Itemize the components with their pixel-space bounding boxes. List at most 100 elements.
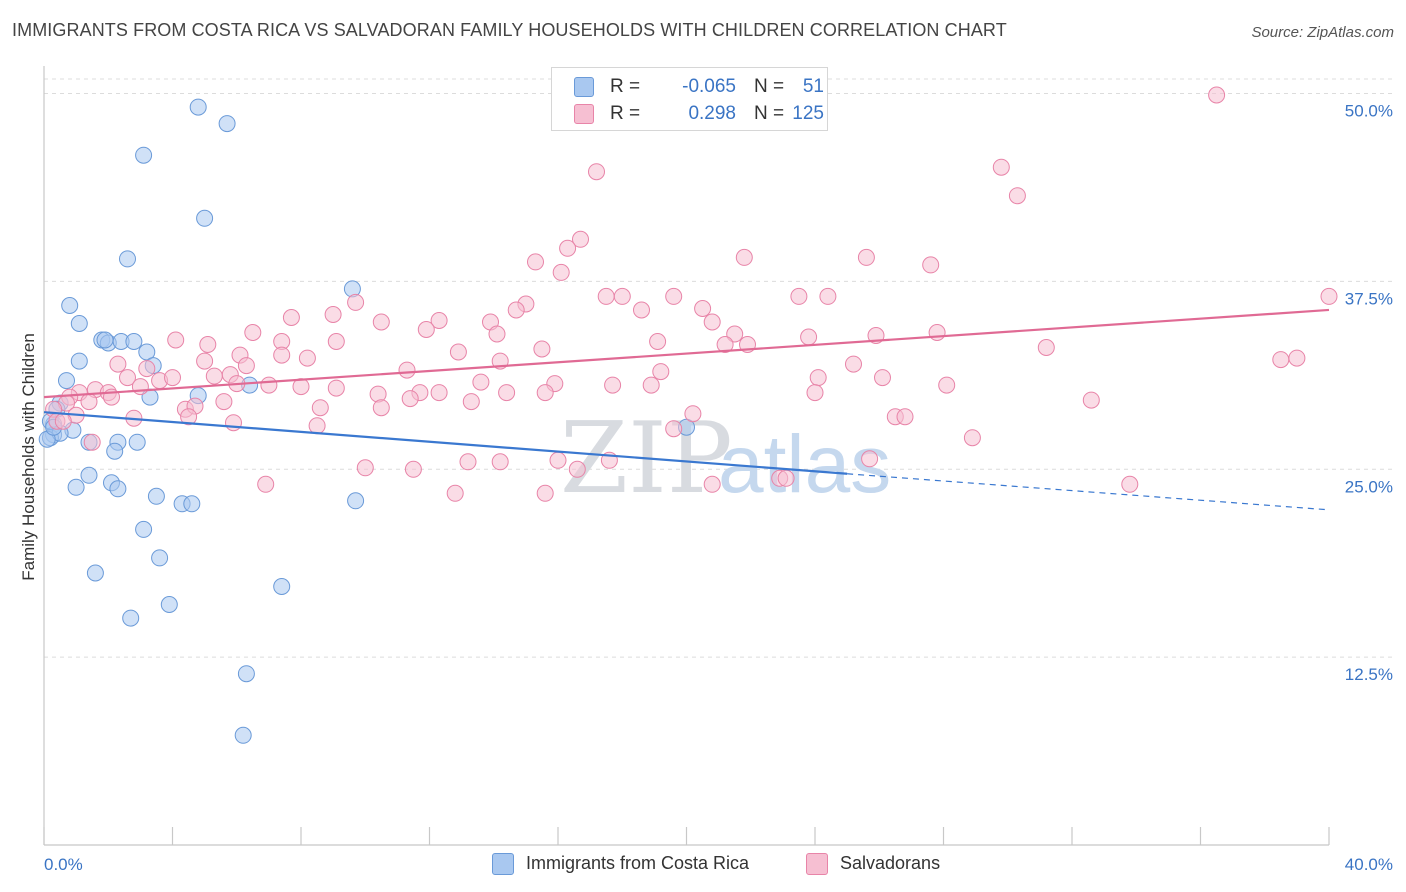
salvadoran-point xyxy=(777,469,795,487)
salvadoran-point xyxy=(716,336,734,353)
salvadoran-point xyxy=(597,287,615,305)
salvadoran-point xyxy=(54,412,72,430)
salvadoran-point xyxy=(459,453,477,471)
legend-n-value: 51 xyxy=(802,76,824,97)
costa-rica-point xyxy=(96,331,114,349)
salvadoran-point xyxy=(861,450,879,468)
legend-r-label: R = xyxy=(610,76,641,97)
legend-swatch-pink xyxy=(806,853,828,875)
y-axis-title: Family Households with Children xyxy=(19,333,38,581)
salvadoran-point xyxy=(417,321,435,338)
salvadoran-point xyxy=(694,300,712,317)
costa-rica-point xyxy=(138,343,156,361)
salvadoran-point xyxy=(215,393,233,411)
salvadoran-point xyxy=(308,417,326,435)
y-tick-label: 37.5% xyxy=(1345,289,1393,308)
costa-rica-point xyxy=(80,466,98,484)
watermark: ZIP atlas xyxy=(560,402,891,516)
salvadoran-point xyxy=(527,253,544,271)
salvadoran-point xyxy=(992,158,1010,176)
legend-n-value: 125 xyxy=(792,103,824,124)
costa-rica-point xyxy=(160,596,178,613)
salvadoran-point xyxy=(449,343,467,361)
legend-label-salvadorans: Salvadorans xyxy=(840,853,941,873)
salvadoran-point xyxy=(237,357,255,375)
salvadoran-point xyxy=(488,325,506,343)
costa-rica-point xyxy=(234,726,252,744)
costa-rica-point xyxy=(109,480,127,498)
salvadoran-point xyxy=(1037,339,1055,356)
salvadoran-point xyxy=(613,287,631,305)
salvadoran-point xyxy=(372,399,390,417)
costa-rica-point xyxy=(70,352,88,370)
costa-rica-point xyxy=(70,315,88,332)
salvadoran-point xyxy=(559,239,577,257)
salvadoran-point xyxy=(138,360,156,378)
salvadoran-point xyxy=(819,287,837,305)
legend-swatch-pink xyxy=(574,104,594,124)
costa-rica-trend-line xyxy=(43,411,848,475)
salvadoran-point xyxy=(404,460,422,478)
salvadoran-point xyxy=(164,369,181,387)
legend-swatch-blue xyxy=(492,853,514,875)
costa-rica-point xyxy=(135,146,153,164)
salvadoran-point xyxy=(633,301,650,319)
salvadoran-point xyxy=(244,324,262,341)
salvadoran-point xyxy=(131,378,149,396)
costa-rica-point xyxy=(183,495,201,513)
salvadoran-point xyxy=(726,325,744,343)
costa-rica-point xyxy=(189,98,207,116)
salvadoran-point xyxy=(549,451,567,469)
salvadoran-point xyxy=(372,313,390,331)
salvadoran-point xyxy=(327,379,345,397)
costa-rica-point xyxy=(122,609,140,627)
salvadoran-point xyxy=(119,369,136,387)
salvadoran-point xyxy=(199,336,217,353)
salvadoran-point xyxy=(703,313,721,331)
salvadoran-point xyxy=(800,328,818,346)
salvadoran-point xyxy=(684,405,702,423)
salvadoran-point xyxy=(109,355,127,373)
salvadoran-point xyxy=(324,306,342,323)
costa-rica-point xyxy=(61,297,79,314)
costa-rica-point xyxy=(106,442,124,460)
legend-r-label: R = xyxy=(610,103,641,124)
salvadoran-point xyxy=(735,248,753,266)
salvadoran-point xyxy=(347,293,365,311)
salvadoran-point xyxy=(311,399,329,417)
salvadoran-point xyxy=(1272,351,1290,369)
costa-rica-point xyxy=(128,433,146,451)
correlation-legend: R = -0.065 N = 51 R = 0.298 N = 125 xyxy=(551,67,828,131)
x-tick-label-min: 0.0% xyxy=(44,855,83,874)
salvadoran-point xyxy=(260,376,278,394)
legend-n-label: N = xyxy=(754,103,785,124)
salvadoran-point xyxy=(1208,86,1226,104)
salvadoran-point xyxy=(922,256,940,274)
data-points xyxy=(38,86,1338,744)
source-label: Source: ZipAtlas.com xyxy=(1251,24,1394,41)
salvadoran-point xyxy=(491,453,509,471)
x-tick-label-max: 40.0% xyxy=(1345,855,1393,874)
salvadoran-point xyxy=(507,301,525,319)
costa-rica-point xyxy=(135,520,153,538)
salvadoran-point xyxy=(809,369,827,387)
salvadoran-point xyxy=(282,309,300,326)
salvadoran-point xyxy=(327,333,345,350)
salvadoran-point xyxy=(642,376,660,394)
salvadoran-point xyxy=(652,363,670,381)
salvadoran-point xyxy=(398,361,416,379)
salvadoran-point xyxy=(588,163,605,181)
salvadoran-point xyxy=(498,384,516,402)
salvadoran-point xyxy=(790,287,808,305)
salvadoran-point xyxy=(205,367,223,385)
salvadoran-point xyxy=(1288,349,1306,367)
costa-rica-point xyxy=(273,578,291,595)
salvadoran-point xyxy=(572,230,589,248)
costa-rica-trend-extension xyxy=(847,473,1330,511)
salvadoran-point xyxy=(649,333,667,350)
y-tick-label: 50.0% xyxy=(1345,102,1393,121)
salvadoran-point xyxy=(938,376,956,394)
salvadoran-point xyxy=(180,408,198,426)
costa-rica-point xyxy=(196,209,214,227)
salvadoran-point xyxy=(806,384,824,402)
